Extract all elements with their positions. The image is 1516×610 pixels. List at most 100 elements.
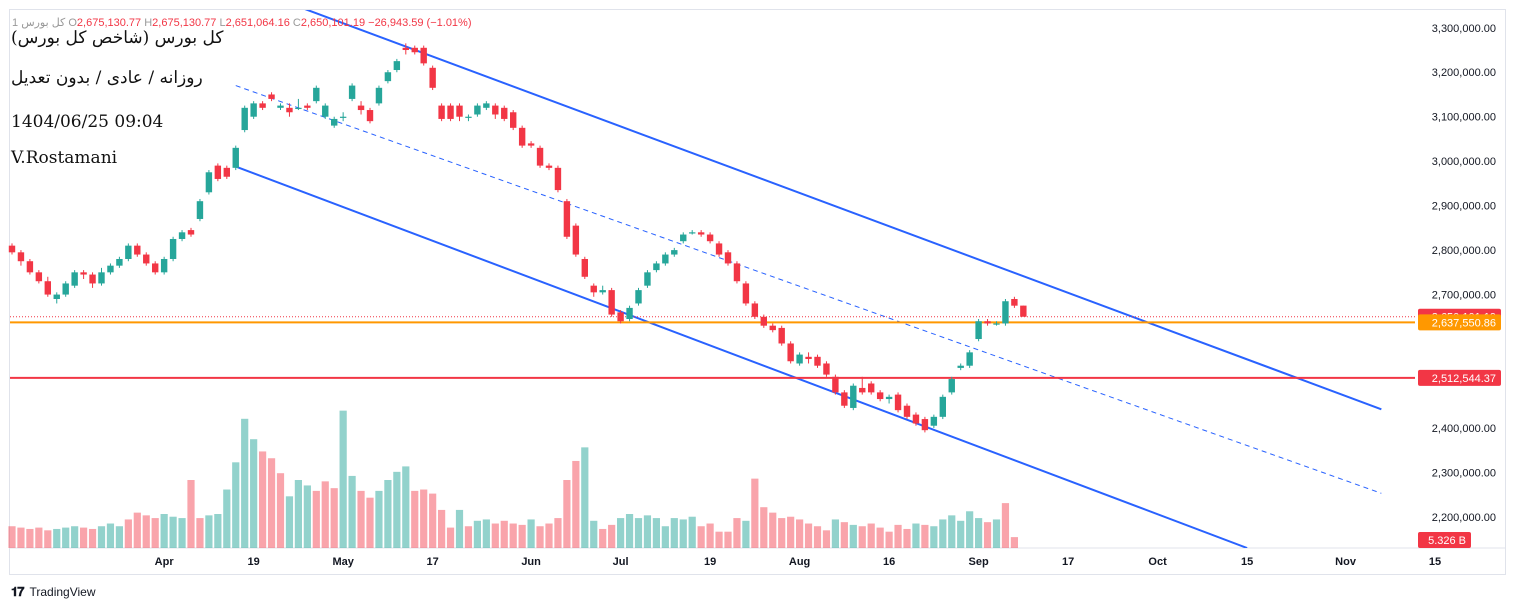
candle-body bbox=[8, 245, 16, 253]
candle-body bbox=[903, 405, 911, 417]
candle-body bbox=[823, 363, 830, 375]
author-text: V.Rostamani bbox=[11, 148, 118, 168]
candle-body bbox=[966, 352, 973, 366]
volume-bar bbox=[420, 489, 428, 548]
candle-body bbox=[939, 396, 946, 417]
candle-body bbox=[689, 232, 696, 234]
tradingview-brand: TradingView bbox=[29, 585, 96, 599]
volume-bar bbox=[679, 519, 687, 548]
candle-body bbox=[975, 321, 982, 340]
date-time-text: 1404/06/25 09:04 bbox=[11, 112, 164, 132]
candle-body bbox=[554, 167, 562, 191]
symbol-title: کل بورس (شاخص کل بورس) bbox=[11, 28, 224, 48]
volume-bar bbox=[840, 522, 848, 548]
drawing-layer[interactable] bbox=[10, 0, 1415, 548]
candle-body bbox=[438, 105, 445, 119]
time-axis[interactable]: Apr 19 May 17 Jun Jul 19 Aug 16 Sep 17 Oct 15 Nov 15 bbox=[155, 556, 1442, 568]
volume-bar bbox=[688, 516, 696, 548]
candle-body bbox=[366, 110, 374, 122]
volume-bar bbox=[724, 531, 732, 548]
candle-body bbox=[241, 107, 248, 131]
volume-bar bbox=[894, 524, 902, 548]
volume-bar bbox=[787, 516, 795, 548]
candle-body bbox=[71, 272, 78, 286]
volume-label-bg bbox=[1418, 532, 1471, 548]
candle-body bbox=[393, 61, 401, 71]
candle-body bbox=[116, 258, 123, 266]
candle-body bbox=[859, 387, 866, 393]
volume-bar bbox=[106, 523, 115, 548]
candle-body bbox=[572, 225, 580, 255]
x-tick-label: Nov bbox=[1335, 556, 1357, 568]
change-value: −26,943.59 (−1.01%) bbox=[368, 17, 472, 29]
volume-bar bbox=[473, 520, 481, 548]
candle-body bbox=[80, 272, 87, 275]
volume-bar bbox=[751, 478, 759, 548]
volume-bar bbox=[384, 480, 392, 548]
volume-bar bbox=[545, 523, 553, 548]
price-axis[interactable]: 3,300,000.00 3,200,000.00 3,100,000.00 3,00… bbox=[1432, 23, 1496, 524]
x-tick-label: Jun bbox=[521, 556, 541, 568]
volume-bar bbox=[393, 471, 401, 548]
candle-body bbox=[697, 232, 705, 235]
volume-bar bbox=[88, 528, 97, 548]
volume-layer bbox=[8, 410, 1018, 548]
ohlc-legend: 1 کل بورس O2,675,130.77 H2,675,130.77 L2… bbox=[12, 16, 472, 29]
candle-body bbox=[814, 356, 821, 366]
tradingview-footer[interactable]: 𝟏𝟕 TradingView bbox=[11, 584, 96, 600]
candle-body bbox=[518, 127, 526, 146]
candle-body bbox=[331, 118, 338, 126]
volume-bar bbox=[464, 526, 473, 548]
candle-body bbox=[760, 316, 767, 326]
volume-bar bbox=[813, 526, 822, 548]
volume-bar bbox=[455, 509, 464, 548]
candle-body bbox=[483, 103, 490, 108]
candle-body bbox=[993, 323, 1000, 325]
candle-body bbox=[590, 285, 597, 293]
candle-body bbox=[134, 245, 141, 255]
volume-bar bbox=[983, 522, 992, 548]
volume-bar bbox=[975, 518, 983, 548]
volume-bar bbox=[303, 485, 311, 548]
candle-body bbox=[832, 376, 839, 393]
candle-body bbox=[232, 147, 239, 168]
volume-bar bbox=[267, 458, 276, 548]
volume-bar bbox=[536, 526, 544, 548]
volume-bar bbox=[35, 527, 43, 548]
candle-body bbox=[599, 290, 606, 293]
candle-body bbox=[429, 67, 436, 88]
volume-bar bbox=[885, 531, 893, 548]
candle-body bbox=[617, 312, 624, 322]
volume-bar bbox=[232, 462, 240, 548]
channel-mid-line bbox=[235, 85, 1382, 494]
candle-body bbox=[348, 85, 356, 99]
volume-bar bbox=[366, 497, 374, 548]
candle-body bbox=[214, 165, 222, 179]
close-value: 2,650,101.19 bbox=[300, 17, 366, 29]
candle-body bbox=[1020, 305, 1027, 317]
candle-body bbox=[769, 325, 776, 331]
candle-body bbox=[107, 265, 114, 273]
y-tick-label: 3,100,000.00 bbox=[1432, 112, 1496, 124]
low-label: L bbox=[219, 17, 226, 29]
candle-body bbox=[841, 392, 848, 406]
candle-body bbox=[653, 263, 660, 271]
candle-body bbox=[357, 105, 365, 111]
candle-body bbox=[339, 116, 347, 118]
candle-body bbox=[178, 232, 186, 239]
candle-body bbox=[384, 72, 392, 82]
volume-bar bbox=[321, 481, 329, 548]
candle-body bbox=[89, 274, 96, 284]
volume-bar bbox=[966, 511, 974, 548]
volume-bar bbox=[80, 527, 88, 548]
candle-body bbox=[635, 290, 642, 304]
volume-bar bbox=[617, 518, 625, 548]
volume-bar bbox=[160, 514, 168, 548]
resistance-price-label-bg bbox=[1418, 369, 1501, 386]
chart-frame bbox=[9, 9, 1506, 575]
y-tick-label: 3,200,000.00 bbox=[1432, 67, 1496, 79]
candle-body bbox=[527, 143, 535, 146]
volume-bar bbox=[948, 515, 956, 548]
volume-bar bbox=[142, 515, 150, 548]
